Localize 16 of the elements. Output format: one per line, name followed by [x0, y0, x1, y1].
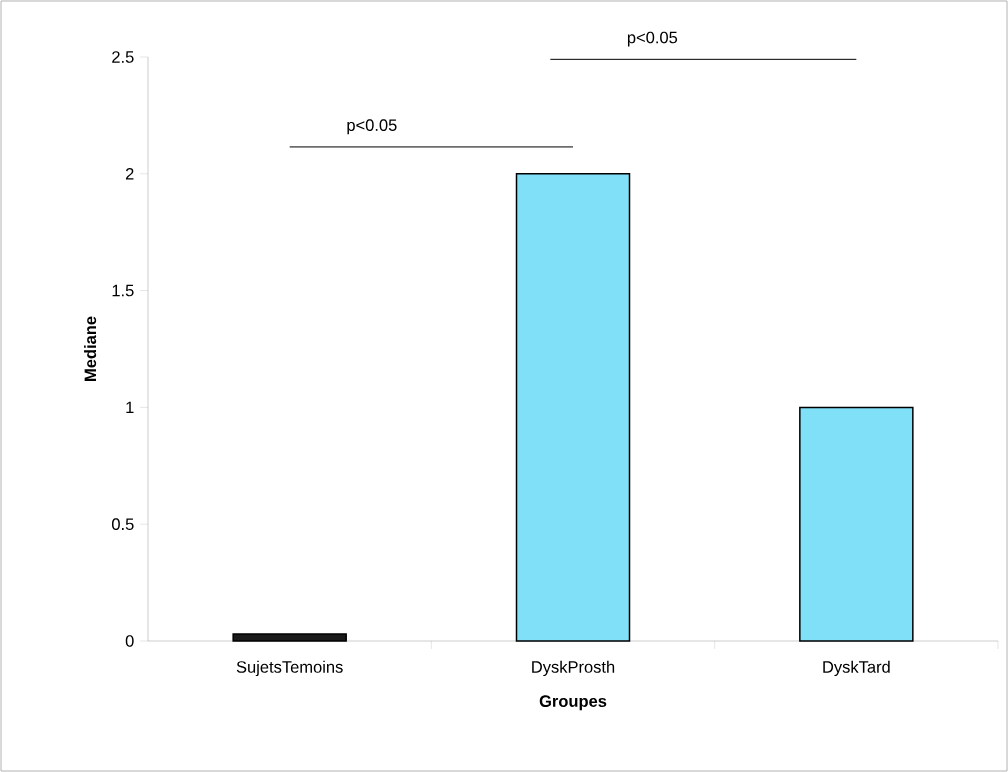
y-tick-label: 0: [125, 635, 134, 647]
x-tick-label: SujetsTemoins: [236, 660, 343, 677]
bar: [799, 406, 914, 642]
y-tick-label: 0.5: [112, 518, 134, 531]
x-axis-title: Groupes: [539, 695, 607, 711]
bar: [232, 633, 347, 642]
y-tick-label: 1.5: [112, 284, 134, 297]
y-tick-label: 1: [126, 401, 134, 414]
y-tick-label: 2: [125, 168, 134, 180]
annotation: p<0.05: [347, 119, 397, 135]
x-tick-label: DyskProsth: [532, 660, 615, 677]
x-tick-label: DyskTard: [823, 660, 890, 677]
bar: [515, 173, 631, 642]
y-tick-label: 2.5: [112, 51, 134, 63]
text: p<0.05: [627, 31, 678, 47]
y-axis-title: Mediane: [84, 316, 97, 381]
